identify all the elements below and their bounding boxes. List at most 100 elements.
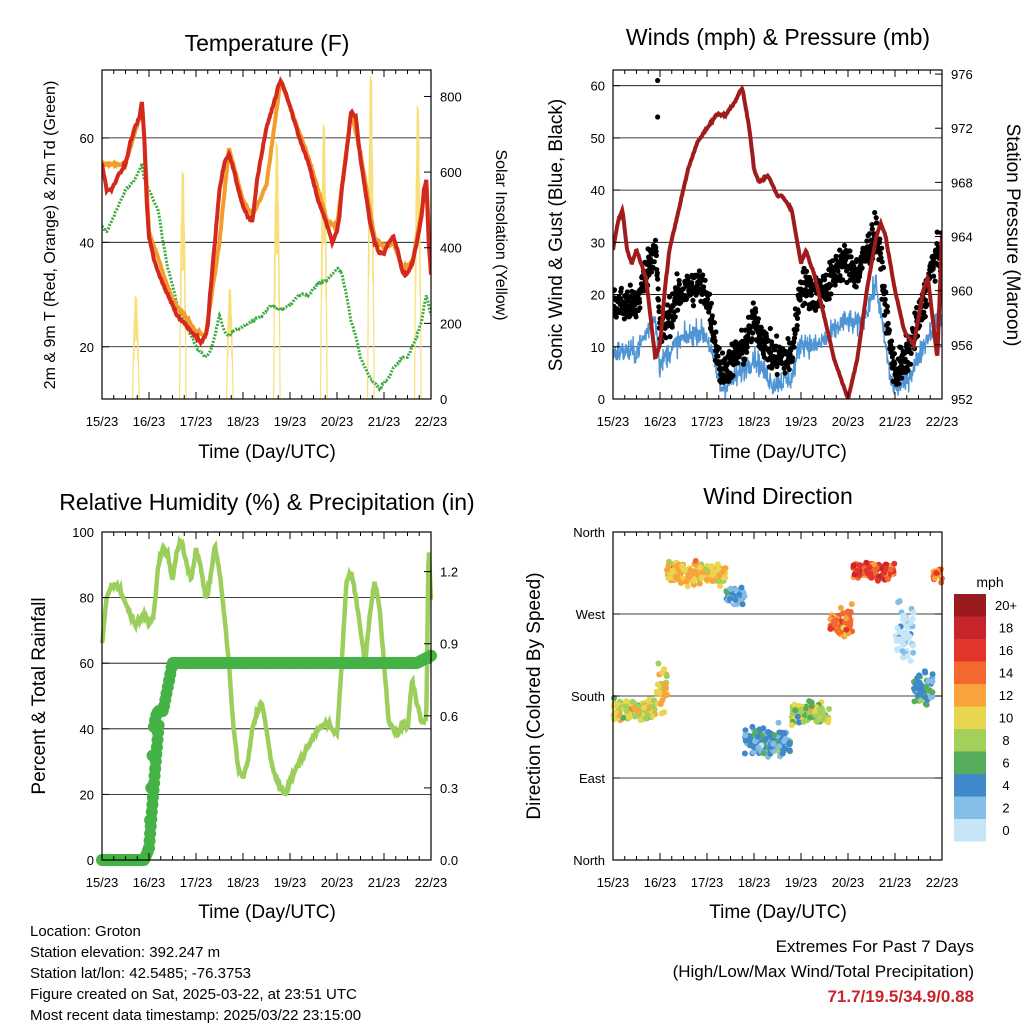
direction-point	[715, 566, 721, 573]
direction-point	[657, 700, 664, 707]
gust-point	[818, 278, 824, 284]
gust-point	[655, 286, 661, 292]
direction-point	[747, 742, 754, 749]
gust-point	[898, 344, 904, 351]
gust-point	[841, 242, 848, 249]
x-tick-label: 17/23	[180, 414, 213, 429]
x-tick-label: 22/23	[415, 414, 448, 429]
gust-point	[808, 277, 814, 283]
direction-point	[843, 615, 849, 622]
x-tick-label: 21/23	[368, 414, 401, 429]
colorbar-swatch	[954, 661, 986, 684]
gust-point	[883, 289, 889, 295]
direction-point	[779, 750, 786, 757]
direction-point	[649, 713, 656, 719]
x-tick-label: 18/23	[227, 414, 260, 429]
gust-point	[885, 309, 891, 315]
direction-point	[899, 648, 906, 655]
direction-point	[672, 573, 679, 580]
direction-point	[679, 563, 686, 569]
direction-point	[775, 719, 782, 726]
colorbar-swatch	[954, 729, 986, 752]
gust-point	[782, 370, 788, 376]
gust-point	[719, 350, 726, 356]
direction-point	[837, 604, 844, 611]
wind-direction-x-axis-title: Time (Day/UTC)	[709, 902, 847, 923]
direction-point	[661, 709, 668, 716]
direction-point	[760, 750, 767, 757]
colorbar-label: 0	[1002, 823, 1009, 838]
humidity-x-axis-title: Time (Day/UTC)	[198, 902, 336, 923]
y-right-tick-label: 800	[440, 89, 462, 104]
direction-point	[794, 713, 801, 720]
gust-point	[885, 320, 891, 327]
gust-point	[808, 292, 814, 298]
x-tick-label: 18/23	[738, 414, 771, 429]
gust-point	[877, 250, 884, 256]
direction-point	[929, 671, 936, 678]
direction-point	[776, 743, 783, 750]
humidity-title: Relative Humidity (%) & Precipitation (i…	[59, 489, 474, 515]
y-right-tick-label: 200	[440, 316, 462, 331]
gust-point	[768, 349, 774, 355]
direction-point	[825, 717, 832, 723]
direction-point	[900, 635, 907, 642]
temperature-title: Temperature (F)	[185, 30, 350, 56]
direction-point	[910, 609, 917, 616]
direction-point	[727, 585, 734, 592]
gust-point	[708, 300, 715, 306]
direction-point	[690, 577, 697, 584]
gust-point	[832, 282, 838, 288]
solar-insolation-series	[132, 75, 422, 399]
extremes-box: Extremes For Past 7 Days (High/Low/Max W…	[673, 934, 974, 1009]
info-elevation: Station elevation: 392.247 m	[30, 944, 221, 961]
gust-point	[676, 277, 682, 284]
direction-point	[910, 649, 917, 656]
gust-point	[613, 314, 619, 320]
x-tick-label: 15/23	[597, 875, 630, 890]
gust-point	[656, 304, 662, 310]
info-created: Figure created on Sat, 2025-03-22, at 23…	[30, 986, 357, 1003]
gust-point	[618, 285, 625, 291]
x-tick-label: 18/23	[227, 875, 260, 890]
direction-point	[611, 716, 618, 723]
x-tick-label: 20/23	[832, 414, 865, 429]
gust-point	[795, 309, 802, 315]
direction-point	[786, 741, 793, 748]
colorbar-swatch	[954, 684, 986, 707]
gust-point	[873, 220, 880, 226]
direction-point	[755, 744, 762, 751]
gust-point	[840, 277, 846, 283]
gust-point	[700, 272, 706, 278]
direction-point	[708, 563, 715, 570]
direction-point	[900, 641, 907, 648]
direction-point	[656, 689, 663, 696]
gust-point	[707, 291, 713, 297]
gust-point	[892, 361, 898, 367]
gust-point	[908, 350, 914, 356]
y-right-tick-label: 956	[951, 338, 973, 353]
y-right-tick-label: 600	[440, 165, 462, 180]
direction-point	[655, 660, 662, 667]
gust-point	[789, 355, 796, 361]
gust-point	[672, 314, 678, 320]
gust-point	[908, 361, 914, 367]
gust-point	[872, 210, 878, 216]
y-tick-label: 30	[591, 235, 605, 250]
extremes-subtitle: (High/Low/Max Wind/Total Precipitation)	[672, 962, 974, 981]
x-tick-label: 20/23	[321, 414, 354, 429]
gust-point	[655, 297, 662, 303]
y-tick-label: 40	[80, 235, 94, 250]
direction-point	[904, 653, 911, 660]
direction-point	[739, 601, 746, 608]
direction-point	[870, 561, 877, 568]
y-tick-label: 0	[598, 392, 605, 407]
wind-direction-panel: Wind Direction Direction (Colored By Spe…	[524, 483, 1017, 923]
gust-point	[742, 356, 748, 362]
gust-point	[689, 280, 695, 286]
direction-point	[715, 578, 722, 585]
gust-point	[669, 324, 675, 330]
direction-point	[770, 740, 777, 747]
direction-point	[914, 685, 921, 692]
colorbar-label: 16	[999, 643, 1013, 658]
